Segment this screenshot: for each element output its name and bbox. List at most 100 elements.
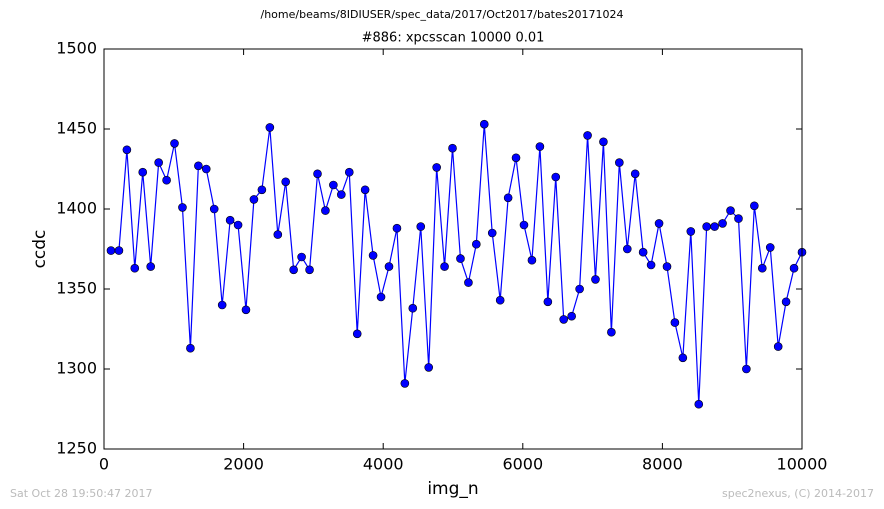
suptitle: /home/beams/8IDIUSER/spec_data/2017/Oct2… [261, 8, 624, 21]
x-tick-label: 6000 [502, 455, 543, 474]
point [591, 275, 600, 284]
point [337, 190, 346, 199]
y-tick-label: 1400 [56, 199, 97, 218]
point [662, 262, 672, 271]
point [757, 263, 767, 273]
series-line [110, 124, 803, 405]
point [464, 278, 473, 287]
point [622, 244, 632, 254]
point [281, 177, 290, 187]
point [487, 228, 497, 238]
point [154, 158, 163, 167]
point [495, 295, 505, 305]
x-tick-label: 0 [99, 455, 109, 474]
point [789, 263, 799, 273]
point [178, 203, 187, 212]
point [678, 353, 688, 363]
point [384, 262, 394, 271]
y-tick-label: 1300 [56, 359, 97, 378]
point [615, 158, 624, 167]
point [424, 363, 434, 372]
point [575, 284, 584, 294]
point [368, 251, 378, 260]
point [146, 262, 155, 271]
footer-left: Sat Oct 28 19:50:47 2017 [10, 487, 152, 500]
point [646, 260, 656, 270]
point [122, 145, 132, 155]
x-tick-label: 2000 [223, 455, 264, 474]
point [527, 255, 537, 265]
point [209, 204, 219, 214]
point [305, 265, 314, 275]
point [567, 311, 576, 321]
x-axis-label: img_n [427, 479, 478, 499]
point [313, 169, 322, 179]
point [519, 220, 529, 230]
plot-frame [103, 48, 803, 450]
point [289, 265, 298, 275]
point [750, 201, 759, 211]
x-tick-label: 8000 [642, 455, 683, 474]
point [138, 167, 148, 177]
point [162, 175, 171, 185]
point [583, 131, 592, 140]
point [607, 327, 616, 337]
point [225, 215, 235, 225]
point [329, 180, 338, 190]
y-tick-label: 1450 [56, 119, 97, 138]
point [400, 379, 410, 388]
point [670, 318, 680, 327]
point [408, 303, 418, 313]
point [710, 222, 719, 231]
point [559, 315, 569, 324]
y-tick-label: 1350 [56, 279, 97, 298]
x-tick-label: 10000 [777, 455, 828, 474]
point [170, 139, 179, 148]
y-tick-label: 1250 [56, 439, 97, 458]
point [742, 364, 751, 374]
y-axis-label: ccdc [30, 230, 50, 269]
point [694, 399, 704, 409]
point [456, 254, 465, 263]
chart-title: #886: xpcsscan 10000 0.01 [362, 31, 545, 46]
point [233, 220, 243, 230]
point [241, 305, 251, 315]
point [479, 119, 489, 129]
point [448, 143, 457, 153]
point [503, 193, 513, 203]
x-tick-label: 4000 [363, 455, 404, 474]
point [392, 223, 402, 233]
point [344, 167, 354, 177]
point [630, 169, 640, 179]
point [249, 195, 259, 204]
point [352, 329, 362, 339]
point [726, 206, 735, 215]
point [686, 227, 696, 236]
point [186, 343, 195, 353]
point [599, 137, 608, 147]
point [472, 239, 481, 249]
point [551, 172, 561, 182]
point [765, 243, 775, 252]
point [416, 222, 426, 231]
point [654, 219, 664, 228]
point [321, 206, 330, 215]
point [440, 262, 449, 271]
point [511, 153, 521, 163]
point [734, 214, 743, 223]
point [273, 230, 283, 239]
footer-right: spec2nexus, (C) 2014-2017 [722, 487, 874, 500]
point [360, 185, 370, 195]
point [257, 185, 267, 195]
point [773, 342, 783, 351]
point [114, 246, 124, 255]
y-tick-label: 1500 [56, 39, 97, 58]
point [535, 142, 545, 151]
point [376, 292, 386, 302]
point [201, 164, 211, 174]
point [194, 161, 203, 171]
point [297, 252, 306, 262]
point [217, 300, 227, 310]
point [781, 297, 791, 307]
